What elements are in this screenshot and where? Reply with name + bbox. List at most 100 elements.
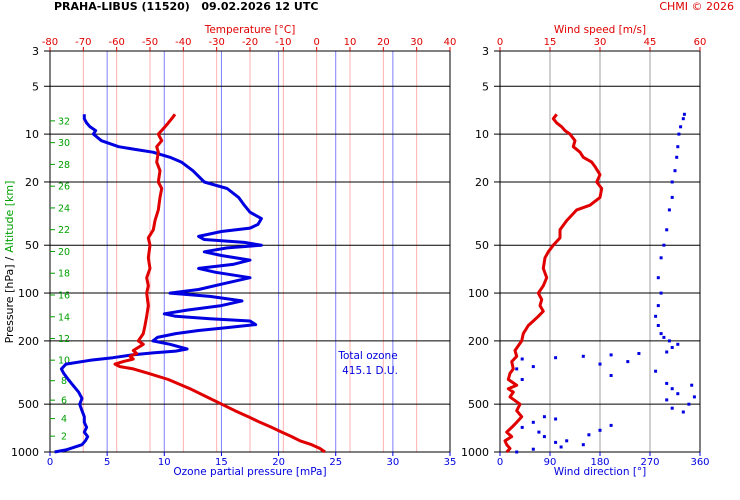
- wind-direction-point: [554, 440, 558, 444]
- wind-direction-point: [665, 228, 669, 232]
- wind-direction-point: [676, 392, 680, 396]
- wind-direction-axis-label: Wind direction [°]: [554, 466, 647, 478]
- temperature-tick-label: -40: [175, 37, 191, 48]
- altitude-tick-label: 24: [58, 203, 70, 214]
- wind-direction-point: [609, 374, 613, 377]
- pressure-tick-label: 10: [25, 128, 39, 141]
- pressure-tick-label: 100: [18, 287, 39, 300]
- wind-direction-point: [531, 447, 535, 451]
- ozone-tick-label: 10: [158, 457, 171, 468]
- altitude-tick-label: 14: [58, 312, 70, 323]
- temperature-tick-label: 40: [444, 37, 457, 48]
- wind-direction-point: [520, 425, 524, 429]
- total-ozone-value: 415.1 D.U.: [342, 365, 398, 377]
- ozone-tick-label: 35: [444, 457, 457, 468]
- temperature-tick-label: -10: [275, 37, 291, 48]
- wind-direction-point: [675, 155, 679, 159]
- altitude-tick-label: 22: [58, 225, 70, 236]
- wind-direction-point: [609, 353, 613, 357]
- altitude-tick-label: 2: [61, 432, 67, 443]
- pressure-tick-label: 3: [32, 45, 39, 58]
- wind-direction-point: [542, 415, 546, 419]
- wind-direction-point: [682, 112, 686, 116]
- wind-direction-point: [667, 339, 671, 343]
- wind-direction-point: [537, 430, 541, 434]
- wind-direction-point: [656, 304, 660, 308]
- wind-direction-tick-label: 180: [590, 457, 609, 468]
- wind-speed-tick-label: 30: [594, 37, 607, 48]
- pressure-tick-label: 5: [482, 80, 489, 93]
- station-name: PRAHA-LIBUS (11520): [54, 0, 190, 13]
- wind-direction-point: [656, 276, 660, 280]
- pressure-tick-label: 20: [475, 176, 489, 189]
- ozone-axis-label: Ozone partial pressure [mPa]: [173, 466, 326, 478]
- temperature-profile-line: [113, 113, 326, 454]
- wind-speed-tick-label: 60: [694, 37, 707, 48]
- ozone-tick-label: 30: [386, 457, 399, 468]
- wind-direction-point: [654, 369, 658, 373]
- pressure-tick-label: 50: [25, 239, 39, 252]
- ozone-profile-line: [54, 114, 263, 454]
- wind-direction-point: [581, 354, 585, 358]
- y-axis-label-separator: /: [3, 256, 16, 260]
- temperature-tick-label: -60: [108, 37, 124, 48]
- wind-direction-point: [515, 450, 519, 454]
- wind-direction-point: [626, 360, 630, 364]
- pressure-tick-label: 500: [468, 398, 489, 411]
- pressure-tick-label: 1000: [11, 446, 39, 459]
- y-axis-label: Pressure [hPa] / Altitude [km]: [3, 181, 16, 344]
- wind-direction-point: [681, 410, 685, 414]
- wind-direction-point: [676, 145, 680, 149]
- ozone-tick-label: 15: [215, 457, 228, 468]
- pressure-tick-label: 1000: [461, 446, 489, 459]
- temperature-tick-label: 10: [344, 37, 357, 48]
- wind-direction-point: [665, 381, 669, 385]
- wind-direction-tick-label: 0: [497, 457, 503, 468]
- wind-direction-point: [531, 365, 535, 369]
- wind-direction-point: [554, 356, 558, 360]
- altitude-tick-label: 10: [58, 356, 70, 367]
- wind-direction-point: [665, 350, 669, 354]
- wind-speed-tick-label: 0: [497, 37, 503, 48]
- wind-direction-point: [676, 342, 680, 346]
- temperature-tick-label: 30: [410, 37, 423, 48]
- ozone-tick-label: 0: [47, 457, 53, 468]
- total-ozone-label: Total ozone: [337, 350, 397, 362]
- wind-direction-point: [662, 335, 666, 339]
- wind-direction-point: [587, 433, 591, 437]
- ozone-tick-label: 25: [329, 457, 342, 468]
- wind-direction-point: [515, 367, 519, 371]
- wind-direction-point: [659, 291, 663, 295]
- wind-direction-point: [670, 180, 674, 184]
- pressure-tick-label: 10: [475, 128, 489, 141]
- wind-direction-point: [677, 132, 681, 136]
- altitude-tick-label: 18: [58, 269, 70, 280]
- ozone-tick-label: 5: [104, 457, 110, 468]
- wind-direction-point: [654, 314, 658, 318]
- pressure-tick-label: 5: [32, 80, 39, 93]
- wind-direction-point: [637, 352, 641, 355]
- y-axis-label-pressure: Pressure [hPa]: [3, 264, 16, 343]
- wind-direction-point: [673, 169, 677, 173]
- pressure-tick-label: 200: [18, 335, 39, 348]
- temperature-tick-label: -20: [242, 37, 258, 48]
- wind-direction-point: [531, 420, 535, 424]
- wind-direction-tick-label: 360: [690, 457, 709, 468]
- pressure-tick-label: 20: [25, 176, 39, 189]
- altitude-tick-label: 30: [58, 138, 70, 149]
- wind-direction-point: [670, 387, 674, 391]
- wind-direction-point: [692, 395, 696, 399]
- altitude-tick-label: 28: [58, 160, 70, 171]
- wind-direction-point: [581, 443, 585, 447]
- wind-direction-point: [662, 243, 666, 247]
- wind-direction-point: [681, 117, 685, 121]
- y-axis-label-altitude: Altitude [km]: [3, 181, 16, 253]
- copyright-credit: CHMI © 2026: [659, 0, 734, 13]
- wind-direction-point: [542, 435, 546, 439]
- wind-direction-tick-label: 270: [640, 457, 659, 468]
- wind-direction-point: [690, 383, 694, 387]
- altitude-tick-label: 4: [61, 414, 67, 425]
- wind-direction-point: [520, 357, 524, 361]
- pressure-tick-label: 500: [18, 398, 39, 411]
- chart-title: PRAHA-LIBUS (11520) 09.02.2026 12 UTC: [54, 0, 318, 13]
